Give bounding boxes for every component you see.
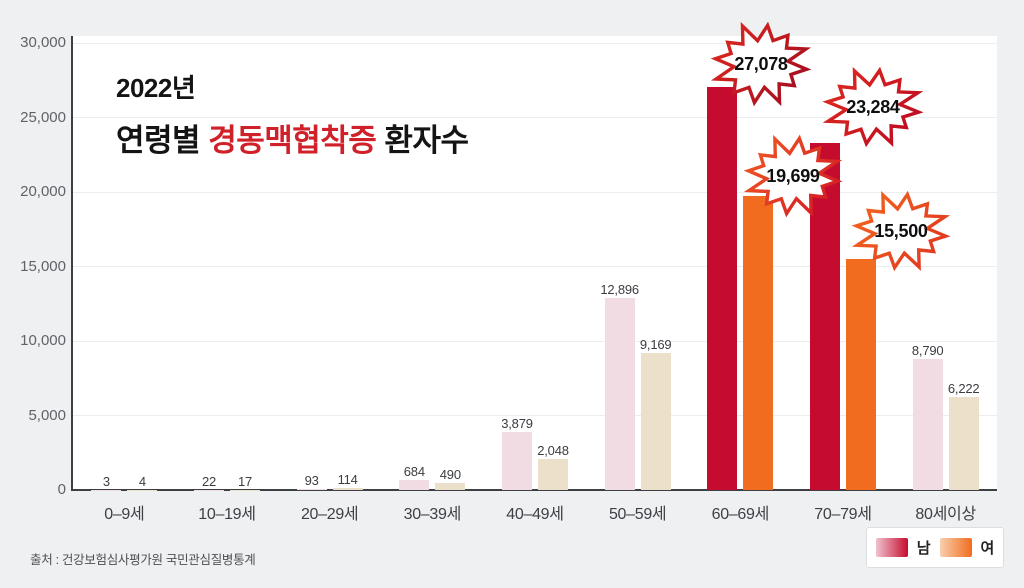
value-label-female-4: 2,048 [537, 443, 569, 459]
bar-male-1 [194, 489, 224, 490]
value-label-female-5: 9,169 [639, 337, 672, 353]
gridline [73, 340, 997, 342]
y-tick-label: 25,000 [20, 108, 66, 126]
title-main-highlight: 경동맥협착증 [208, 123, 377, 158]
bar-male-3 [399, 479, 430, 490]
legend-female-label: 여 [980, 540, 995, 557]
bar-female-8 [948, 397, 979, 490]
y-tick-label: 30,000 [20, 34, 66, 51]
y-axis-line [71, 36, 73, 491]
x-tick-label-6: 60–69세 [711, 506, 770, 523]
bar-female-0 [127, 489, 158, 490]
source-note: 출처 : 건강보험심사평가원 국민관심질병통계 [30, 553, 256, 567]
gridline [73, 415, 997, 416]
y-tick-label: 10,000 [20, 332, 66, 349]
value-label-male-0: 3 [102, 473, 110, 489]
value-label-female-8: 6,222 [947, 381, 980, 397]
value-label-male-3: 684 [403, 463, 425, 479]
x-tick-label-1: 10–19세 [198, 506, 256, 523]
bar-male-2 [296, 488, 327, 490]
y-tick-label: 15,000 [20, 257, 66, 275]
y-tick-label: 5,000 [28, 406, 66, 424]
x-tick-label-7: 70–79세 [814, 506, 872, 523]
legend-female-swatch [939, 538, 972, 557]
value-label-male-2: 93 [304, 472, 319, 488]
x-tick-label-5: 50–59세 [608, 506, 667, 523]
value-label-female-3: 490 [439, 466, 461, 482]
x-tick-label-3: 30–39세 [403, 506, 462, 523]
bar-female-1 [230, 489, 260, 490]
chart-title: 2022년 연령별 경동맥협착증 환자수 [116, 68, 469, 160]
value-label-female-2: 114 [337, 472, 358, 488]
bar-female-5 [640, 353, 671, 490]
value-label-male-8: 8,790 [911, 343, 944, 359]
y-tick-label: 0 [57, 481, 66, 498]
bar-female-3 [435, 482, 466, 490]
gridline [73, 191, 997, 193]
x-tick-label-8: 80세이상 [915, 506, 976, 523]
legend-male-swatch [875, 538, 908, 557]
bar-female-2 [332, 488, 363, 490]
bar-male-7 [810, 143, 840, 490]
y-tick-label: 20,000 [20, 183, 66, 200]
title-year-line: 2022년 [116, 73, 196, 103]
bar-male-8 [912, 359, 943, 490]
legend: 남 여 [866, 527, 1004, 568]
value-label-male-5: 12,896 [600, 281, 639, 297]
x-tick-label-0: 0–9세 [104, 506, 145, 523]
title-main-line: 연령별 경동맥협착증 환자수 [116, 115, 469, 160]
bar-female-7 [846, 259, 876, 490]
bar-female-4 [538, 459, 568, 490]
x-axis-line [71, 489, 997, 491]
bar-male-5 [604, 297, 635, 490]
bar-female-6 [743, 196, 774, 490]
value-label-female-1: 17 [237, 473, 253, 489]
x-tick-label-2: 20–29세 [300, 506, 359, 523]
gridline [73, 117, 997, 118]
gridline [73, 42, 997, 44]
title-main-suffix: 환자수 [376, 123, 469, 158]
legend-male-label: 남 [916, 540, 931, 557]
bar-male-6 [707, 86, 738, 490]
gridline [73, 266, 997, 267]
x-tick-label-4: 40–49세 [506, 506, 564, 523]
bar-male-0 [91, 489, 122, 490]
value-label-female-0: 4 [138, 473, 146, 489]
title-main-prefix: 연령별 [116, 123, 209, 158]
value-label-male-1: 22 [201, 473, 217, 489]
bar-male-4 [502, 432, 532, 490]
value-label-male-4: 3,879 [501, 416, 533, 432]
